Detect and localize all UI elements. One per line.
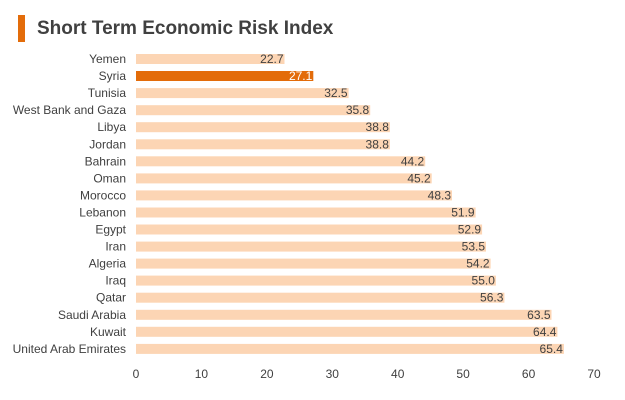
x-tick-label-50: 50 <box>456 367 470 381</box>
value-label-jordan: 38.8 <box>366 137 390 151</box>
bar-west-bank-and-gaza <box>136 105 371 116</box>
bar-syria <box>136 71 314 81</box>
bar-egypt <box>136 224 483 235</box>
bar-oman <box>136 173 432 184</box>
chart-title: Short Term Economic Risk Index <box>37 18 334 39</box>
bar-iran <box>136 241 486 252</box>
category-label-egypt: Egypt <box>95 223 126 237</box>
value-label-oman: 45.2 <box>407 171 431 185</box>
category-label-oman: Oman <box>93 171 126 185</box>
category-label-bahrain: Bahrain <box>85 154 126 168</box>
value-label-morocco: 48.3 <box>428 188 452 202</box>
x-tick-label-20: 20 <box>260 367 274 381</box>
bar-jordan <box>136 139 390 150</box>
bar-united-arab-emirates <box>136 343 564 354</box>
x-tick-label-30: 30 <box>326 367 340 381</box>
value-label-iran: 53.5 <box>462 240 486 254</box>
value-label-qatar: 56.3 <box>480 291 504 305</box>
value-label-saudi-arabia: 63.5 <box>527 308 551 322</box>
x-tick-label-60: 60 <box>522 367 536 381</box>
category-label-algeria: Algeria <box>89 257 127 271</box>
category-label-morocco: Morocco <box>80 188 126 202</box>
value-label-syria: 27.1 <box>289 69 313 83</box>
value-label-algeria: 54.2 <box>466 257 490 271</box>
category-label-saudi-arabia: Saudi Arabia <box>58 308 126 322</box>
bar-lebanon <box>136 207 476 218</box>
bar-algeria <box>136 258 491 269</box>
x-tick-label-0: 0 <box>133 367 140 381</box>
category-label-qatar: Qatar <box>96 291 126 305</box>
x-axis: 0 10 20 30 40 50 60 70 <box>133 367 601 381</box>
category-label-united-arab-emirates: United Arab Emirates <box>13 342 126 356</box>
x-tick-label-70: 70 <box>587 367 601 381</box>
value-label-egypt: 52.9 <box>458 223 482 237</box>
value-label-yemen: 22.7 <box>260 52 284 66</box>
category-label-yemen: Yemen <box>89 52 126 66</box>
category-label-libya: Libya <box>97 120 126 134</box>
bar-kuwait <box>136 326 558 337</box>
category-label-tunisia: Tunisia <box>88 86 127 100</box>
labels-layer: Yemen 22.7 Syria 27.1 Tunisia 32.5 West Bank a… <box>13 52 564 356</box>
bar-libya <box>136 122 390 133</box>
bar-qatar <box>136 292 505 303</box>
category-label-iraq: Iraq <box>105 274 126 288</box>
value-label-lebanon: 51.9 <box>451 206 475 220</box>
value-label-west-bank-and-gaza: 35.8 <box>346 103 370 117</box>
bar-saudi-arabia <box>136 309 552 320</box>
value-label-kuwait: 64.4 <box>533 325 557 339</box>
value-label-tunisia: 32.5 <box>324 86 348 100</box>
category-label-west-bank-and-gaza: West Bank and Gaza <box>13 103 127 117</box>
title-accent-bar <box>18 15 25 42</box>
category-label-kuwait: Kuwait <box>90 325 127 339</box>
bar-tunisia <box>136 88 349 99</box>
category-label-lebanon: Lebanon <box>79 206 126 220</box>
x-tick-label-10: 10 <box>195 367 209 381</box>
category-label-iran: Iran <box>105 240 126 254</box>
category-label-jordan: Jordan <box>89 137 126 151</box>
bar-yemen <box>136 54 285 64</box>
category-label-syria: Syria <box>99 69 127 83</box>
value-label-iraq: 55.0 <box>472 274 496 288</box>
value-label-united-arab-emirates: 65.4 <box>540 342 564 356</box>
value-label-bahrain: 44.2 <box>401 154 425 168</box>
bar-morocco <box>136 190 452 201</box>
bars-layer <box>136 54 564 354</box>
x-tick-label-40: 40 <box>391 367 405 381</box>
bar-iraq <box>136 275 496 286</box>
bar-bahrain <box>136 156 426 167</box>
value-label-libya: 38.8 <box>366 120 390 134</box>
